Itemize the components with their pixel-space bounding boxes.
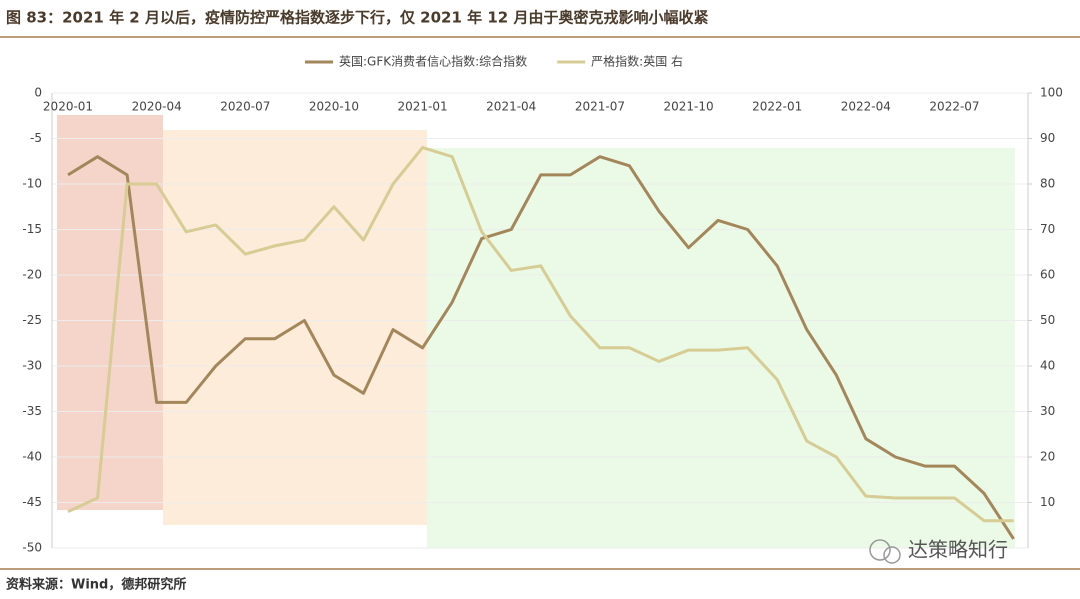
x-tick-label: 2020-10 (309, 100, 359, 114)
y2-tick-label: 80 (1040, 177, 1055, 191)
y2-tick-label: 60 (1040, 268, 1055, 282)
y-tick-label: -40 (22, 450, 42, 464)
y2-tick-label: 50 (1040, 313, 1055, 327)
y2-tick-label: 20 (1040, 450, 1055, 464)
x-tick-label: 2020-04 (132, 100, 182, 114)
x-tick-label: 2022-07 (929, 100, 979, 114)
y-tick-label: -35 (22, 404, 42, 418)
y2-tick-label: 10 (1040, 495, 1055, 509)
watermark-text: 达策略知行 (908, 538, 1008, 562)
chart-title: 图 83：2021 年 2 月以后，疫情防控严格指数逐步下行，仅 2021 年 … (6, 9, 708, 27)
x-tick-label: 2022-04 (841, 100, 891, 114)
y-tick-label: -10 (22, 177, 42, 191)
watermark: 达策略知行 (869, 538, 1008, 564)
legend: 英国:GFK消费者信心指数:综合指数 严格指数:英国 右 (305, 54, 683, 69)
shade-red (57, 115, 163, 510)
y2-tick-label: 40 (1040, 359, 1055, 373)
x-tick-label: 2021-10 (663, 100, 713, 114)
x-tick-label: 2021-04 (486, 100, 536, 114)
y-tick-label: -50 (22, 541, 42, 555)
y-tick-label: -30 (22, 359, 42, 373)
x-tick-label: 2020-07 (220, 100, 270, 114)
shade-green (427, 148, 1015, 548)
legend-label: 英国:GFK消费者信心指数:综合指数 (339, 54, 527, 69)
y-tick-label: 0 (34, 86, 42, 100)
y2-tick-label: 100 (1040, 86, 1063, 100)
x-tick-label: 2021-01 (398, 100, 448, 114)
y-tick-label: -5 (30, 131, 42, 145)
y2-tick-label: 70 (1040, 222, 1055, 236)
legend-label: 严格指数:英国 右 (591, 54, 683, 69)
y-tick-label: -45 (22, 495, 42, 509)
x-tick-label: 2021-07 (575, 100, 625, 114)
x-tick-label: 2020-01 (43, 100, 93, 114)
y-tick-label: -15 (22, 222, 42, 236)
y-tick-label: -25 (22, 313, 42, 327)
x-tick-label: 2022-01 (752, 100, 802, 114)
y-tick-label: -20 (22, 268, 42, 282)
y2-tick-label: 90 (1040, 131, 1055, 145)
series-line (67, 146, 1014, 523)
y2-tick-label: 30 (1040, 404, 1055, 418)
source-note: 资料来源：Wind，德邦研究所 (6, 577, 186, 593)
series-line (67, 155, 1015, 540)
